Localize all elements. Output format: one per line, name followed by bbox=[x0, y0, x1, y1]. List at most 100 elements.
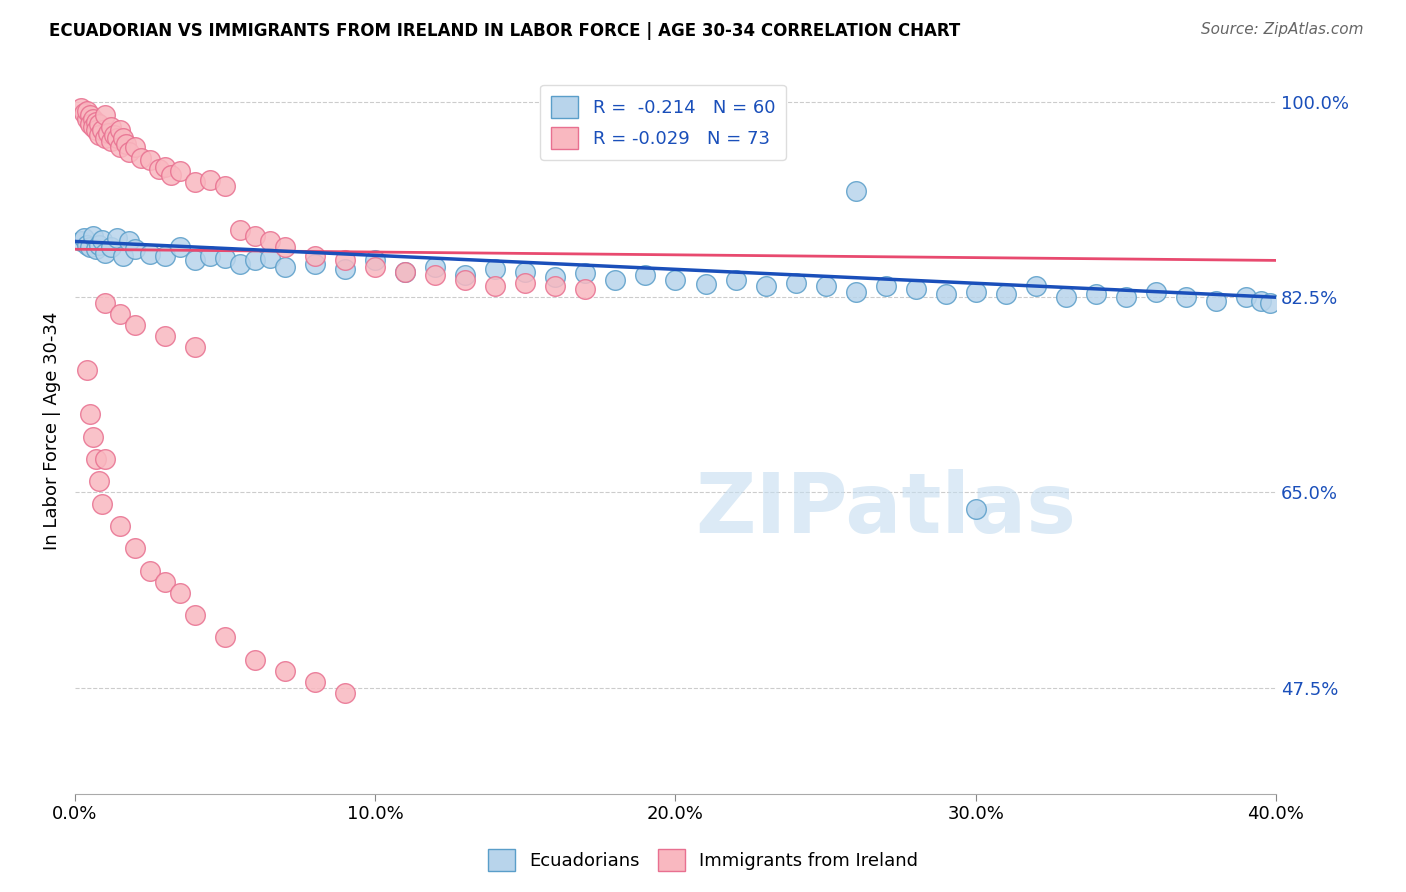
Point bbox=[169, 586, 191, 600]
Point bbox=[965, 285, 987, 299]
Point bbox=[108, 139, 131, 153]
Point bbox=[243, 653, 266, 667]
Point bbox=[845, 184, 868, 198]
Point bbox=[214, 631, 236, 645]
Point bbox=[91, 123, 114, 137]
Point bbox=[73, 231, 96, 245]
Point bbox=[335, 253, 357, 268]
Point bbox=[79, 108, 101, 122]
Point bbox=[454, 268, 477, 282]
Point bbox=[574, 282, 596, 296]
Point bbox=[76, 363, 98, 377]
Point bbox=[1115, 290, 1137, 304]
Point bbox=[87, 475, 110, 489]
Point bbox=[97, 126, 120, 140]
Point bbox=[1084, 286, 1107, 301]
Point bbox=[304, 257, 326, 271]
Point bbox=[70, 235, 93, 249]
Point bbox=[214, 178, 236, 193]
Point bbox=[634, 268, 657, 282]
Point bbox=[484, 804, 506, 818]
Point bbox=[184, 340, 207, 354]
Point bbox=[84, 452, 107, 467]
Point bbox=[108, 519, 131, 533]
Point bbox=[153, 329, 176, 343]
Point bbox=[82, 228, 104, 243]
Point bbox=[76, 237, 98, 252]
Point bbox=[904, 282, 927, 296]
Point bbox=[94, 245, 117, 260]
Point bbox=[184, 253, 207, 268]
Point bbox=[100, 120, 122, 134]
Point bbox=[112, 130, 135, 145]
Point bbox=[84, 123, 107, 137]
Point bbox=[124, 541, 146, 556]
Point bbox=[153, 574, 176, 589]
Point bbox=[148, 161, 170, 176]
Point bbox=[274, 260, 297, 274]
Point bbox=[1205, 293, 1227, 308]
Y-axis label: In Labor Force | Age 30-34: In Labor Force | Age 30-34 bbox=[44, 312, 60, 550]
Point bbox=[394, 264, 416, 278]
Point bbox=[160, 168, 183, 182]
Text: Source: ZipAtlas.com: Source: ZipAtlas.com bbox=[1201, 22, 1364, 37]
Point bbox=[94, 295, 117, 310]
Point bbox=[243, 228, 266, 243]
Point bbox=[754, 279, 776, 293]
Point bbox=[100, 134, 122, 148]
Point bbox=[91, 233, 114, 247]
Point bbox=[124, 318, 146, 332]
Point bbox=[124, 242, 146, 256]
Point bbox=[664, 273, 686, 287]
Point bbox=[139, 564, 162, 578]
Point bbox=[515, 276, 537, 290]
Point bbox=[198, 173, 221, 187]
Point bbox=[875, 279, 897, 293]
Point bbox=[394, 264, 416, 278]
Point bbox=[94, 130, 117, 145]
Point bbox=[112, 249, 135, 263]
Point bbox=[87, 237, 110, 252]
Point bbox=[574, 266, 596, 280]
Point bbox=[1144, 285, 1167, 299]
Point bbox=[1258, 295, 1281, 310]
Point bbox=[454, 273, 477, 287]
Point bbox=[153, 249, 176, 263]
Text: ECUADORIAN VS IMMIGRANTS FROM IRELAND IN LABOR FORCE | AGE 30-34 CORRELATION CHA: ECUADORIAN VS IMMIGRANTS FROM IRELAND IN… bbox=[49, 22, 960, 40]
Point bbox=[84, 242, 107, 256]
Point bbox=[1234, 290, 1257, 304]
Point bbox=[118, 145, 141, 160]
Point bbox=[129, 151, 152, 165]
Point bbox=[79, 117, 101, 131]
Point bbox=[695, 277, 717, 291]
Point bbox=[304, 249, 326, 263]
Point bbox=[935, 286, 957, 301]
Point bbox=[105, 231, 128, 245]
Point bbox=[243, 253, 266, 268]
Point bbox=[94, 452, 117, 467]
Point bbox=[515, 264, 537, 278]
Point bbox=[198, 249, 221, 263]
Point bbox=[184, 175, 207, 189]
Point bbox=[87, 128, 110, 143]
Point bbox=[169, 164, 191, 178]
Point bbox=[73, 106, 96, 120]
Point bbox=[845, 285, 868, 299]
Point bbox=[1174, 290, 1197, 304]
Point bbox=[274, 240, 297, 254]
Point bbox=[82, 120, 104, 134]
Point bbox=[87, 117, 110, 131]
Point bbox=[139, 153, 162, 167]
Point bbox=[304, 675, 326, 690]
Point bbox=[214, 251, 236, 265]
Point bbox=[724, 273, 747, 287]
Point bbox=[100, 240, 122, 254]
Point bbox=[994, 286, 1017, 301]
Point bbox=[84, 115, 107, 129]
Point bbox=[76, 112, 98, 126]
Point bbox=[1054, 290, 1077, 304]
Legend: Ecuadorians, Immigrants from Ireland: Ecuadorians, Immigrants from Ireland bbox=[481, 842, 925, 879]
Point bbox=[965, 502, 987, 516]
Point bbox=[544, 279, 567, 293]
Point bbox=[544, 270, 567, 285]
